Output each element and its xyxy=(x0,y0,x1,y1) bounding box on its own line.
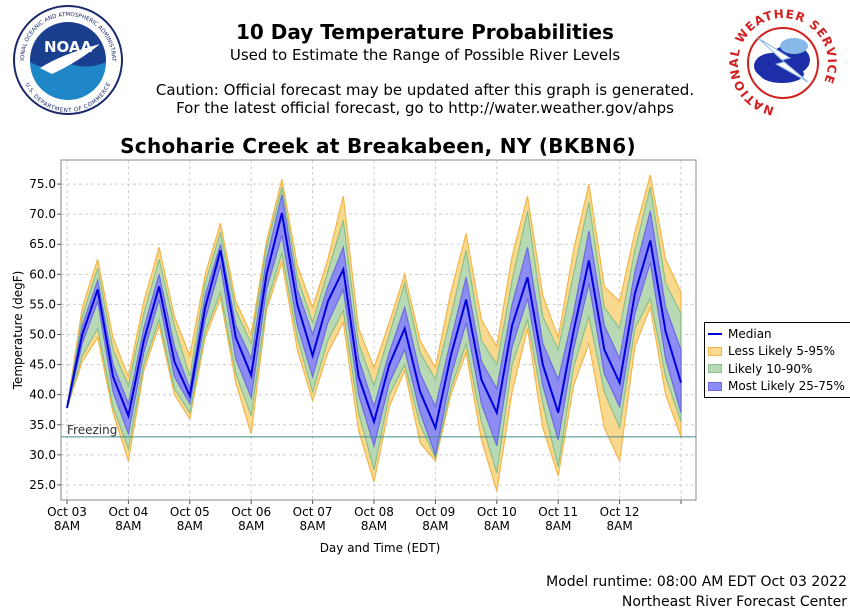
x-tick-label-time: 8AM xyxy=(177,519,203,533)
x-tick-label-day: Oct 09 xyxy=(415,505,455,519)
legend-label: Median xyxy=(728,326,772,341)
x-tick-label-time: 8AM xyxy=(545,519,571,533)
forecast-link-text: For the latest official forecast, go to … xyxy=(176,99,674,117)
y-tick-label: 60.0 xyxy=(29,267,56,281)
x-tick-label-day: Oct 03 xyxy=(47,505,87,519)
x-tick-label-day: Oct 08 xyxy=(354,505,394,519)
page-subtitle: Used to Estimate the Range of Possible R… xyxy=(229,46,621,64)
y-tick-label: 40.0 xyxy=(29,388,56,402)
y-axis: 25.0 30.0 35.0 40.0 45.0 50.0 55.0 60.0 65.0 70.0… xyxy=(29,177,61,492)
legend-swatch-10-90 xyxy=(708,364,722,374)
y-tick-label: 45.0 xyxy=(29,358,56,372)
x-tick-label-day: Oct 06 xyxy=(231,505,271,519)
x-tick-label-time: 8AM xyxy=(115,519,141,533)
freezing-label: Freezing xyxy=(67,423,117,437)
legend-label: Most Likely 25-75% xyxy=(728,379,845,394)
legend-item-25-75: Most Likely 25-75% xyxy=(708,378,850,396)
median-line xyxy=(66,212,682,432)
page-title: 10 Day Temperature Probabilities xyxy=(236,20,614,44)
caution-text: Caution: Official forecast may be update… xyxy=(155,81,695,99)
legend-label: Less Likely 5-95% xyxy=(728,344,835,359)
x-tick-label-time: 8AM xyxy=(299,519,325,533)
x-tick-label-day: Oct 12 xyxy=(600,505,640,519)
chart-title: Schoharie Creek at Breakabeen, NY (BKBN6… xyxy=(120,134,636,158)
x-tick-label-day: Oct 10 xyxy=(477,505,517,519)
x-tick-label-day: Oct 07 xyxy=(293,505,333,519)
y-tick-label: 55.0 xyxy=(29,297,56,311)
forecast-center: Northeast River Forecast Center xyxy=(621,594,847,610)
plot-frame xyxy=(60,159,697,501)
legend-item-10-90: Likely 10-90% xyxy=(708,360,850,378)
y-tick-label: 65.0 xyxy=(29,237,56,251)
x-tick-label-time: 8AM xyxy=(361,519,387,533)
noaa-logo-text: NOAA xyxy=(44,38,93,56)
y-tick-label: 70.0 xyxy=(29,207,56,221)
y-axis-label: Temperature (degF) xyxy=(11,271,25,391)
model-runtime: Model runtime: 08:00 AM EDT Oct 03 2022 xyxy=(546,574,847,590)
x-tick-label-time: 8AM xyxy=(484,519,510,533)
x-tick-label-time: 8AM xyxy=(54,519,80,533)
legend-swatch-median xyxy=(708,332,722,335)
median-series xyxy=(66,212,682,432)
x-tick-label-time: 8AM xyxy=(422,519,448,533)
y-tick-label: 50.0 xyxy=(29,328,56,342)
y-tick-label: 30.0 xyxy=(29,448,56,462)
x-tick-label-time: 8AM xyxy=(606,519,632,533)
y-tick-label: 75.0 xyxy=(29,177,56,191)
x-tick-label-day: Oct 04 xyxy=(108,505,148,519)
noaa-logo: NOAA NATIONAL OCEANIC AND ATMOSPHERIC AD… xyxy=(12,4,123,115)
legend-swatch-25-75 xyxy=(708,381,722,391)
x-tick-label-time: 8AM xyxy=(238,519,264,533)
y-tick-label: 35.0 xyxy=(29,418,56,432)
legend-item-5-95: Less Likely 5-95% xyxy=(708,343,850,361)
x-axis-label: Day and Time (EDT) xyxy=(320,541,441,555)
nws-logo: NATIONAL WEATHER SERVICE xyxy=(728,8,838,118)
x-tick-label-day: Oct 05 xyxy=(170,505,210,519)
x-tick-label-day: Oct 11 xyxy=(538,505,578,519)
legend-swatch-5-95 xyxy=(708,346,722,356)
legend: Median Less Likely 5-95% Likely 10-90% M… xyxy=(704,322,850,398)
legend-label: Likely 10-90% xyxy=(728,361,813,376)
legend-item-median: Median xyxy=(708,325,850,343)
y-tick-label: 25.0 xyxy=(29,478,56,492)
